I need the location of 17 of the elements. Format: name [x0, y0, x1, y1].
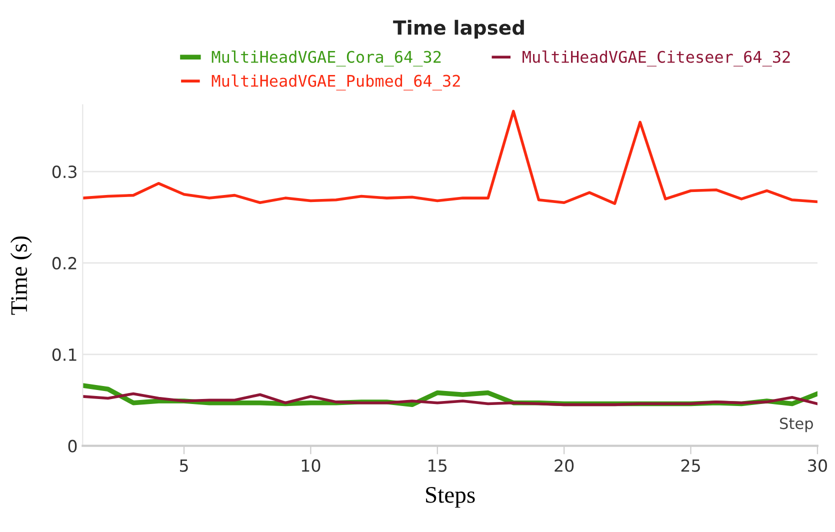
x-tick-label: 5	[180, 460, 188, 472]
x-tick-label: 25	[681, 459, 700, 472]
legend-label: MultiHeadVGAE_Citeseer_64_32	[522, 50, 790, 66]
y-tick-label: 0	[68, 440, 77, 452]
legend-label: MultiHeadVGAE_Cora_64_32	[212, 50, 441, 66]
annotation: Step	[780, 418, 813, 432]
x-tick-label: 10	[302, 459, 320, 472]
chart-title: Time lapsed	[393, 20, 524, 39]
legend-label: MultiHeadVGAE_Pubmed_64_32	[212, 74, 460, 90]
x-axis-title: Steps	[426, 487, 475, 508]
y-tick-label: 0.3	[52, 166, 76, 178]
x-tick-label: 15	[428, 460, 447, 472]
x-tick-label: 20	[554, 459, 574, 472]
y-axis-title: Time (s)	[10, 236, 32, 315]
x-tick-label: 30	[808, 459, 827, 472]
y-tick-label: 0.1	[52, 348, 76, 361]
y-tick-label: 0.2	[52, 256, 76, 270]
